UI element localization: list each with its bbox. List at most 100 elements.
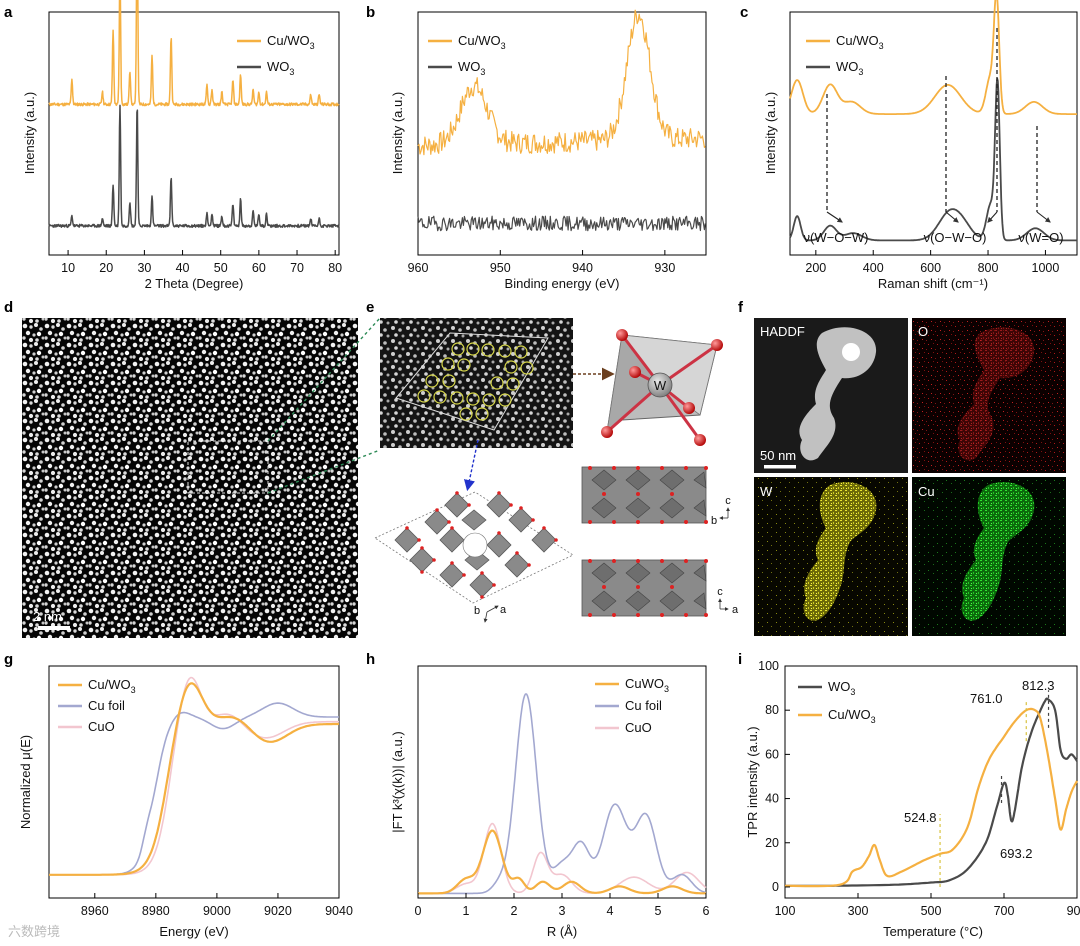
- legend-label-g-cufoil: Cu foil: [88, 698, 125, 713]
- x-tick-label-a-0: 10: [61, 261, 75, 275]
- raman-pointers: [826, 211, 1051, 223]
- cu-map-particle: [961, 481, 1035, 621]
- panel-i-tpr: i 100 300 500 700 900 0 20 40 60 80 100 524.8 693…: [738, 651, 1080, 939]
- legend-label-g-cuo: CuO: [88, 719, 115, 734]
- x-tick-label-c-4: 1000: [1032, 261, 1060, 275]
- x-tick-label-h-6: 6: [703, 904, 710, 918]
- label-w: W: [760, 484, 773, 499]
- x-tick-label-b-3: 930: [654, 261, 675, 275]
- x-tick-label-h-0: 0: [415, 904, 422, 918]
- series-a-WO3: [48, 104, 340, 229]
- panel-letter-i: i: [738, 651, 742, 668]
- legend-label-b-cuwo3: Cu/WO3: [458, 33, 506, 51]
- x-tick-label-b-0: 960: [408, 261, 429, 275]
- y-tick-label-i-2: 40: [765, 792, 779, 806]
- annot-812-3: 812.3: [1022, 678, 1055, 693]
- scale-bar-d: [38, 626, 70, 630]
- x-tick-label-h-5: 5: [655, 904, 662, 918]
- x-tick-label-g-0: 8960: [81, 904, 109, 918]
- stem-lattice-image: [22, 318, 358, 638]
- y-axis-label-h: |FT k³(χ(k))| (a.u.): [390, 731, 405, 832]
- series-h-CuWO3: [417, 829, 707, 895]
- panel-letter-d: d: [4, 299, 13, 316]
- series-c-WO3: [789, 77, 1078, 242]
- panel-letter-h: h: [366, 651, 375, 668]
- legend-label-b-wo3: WO3: [458, 59, 485, 77]
- x-axis-label-g: Energy (eV): [159, 924, 228, 939]
- o-map-particle: [957, 327, 1035, 461]
- series-h-CuO: [418, 822, 707, 895]
- x-tick-label-a-7: 80: [328, 261, 342, 275]
- annot-o-w-o: ν(O−W−O): [924, 230, 987, 245]
- x-axis-label-c: Raman shift (cm⁻¹): [878, 276, 988, 291]
- axis-label-bottom-c: c: [717, 586, 723, 598]
- series-c-Cu-WO3: [789, 0, 1078, 115]
- plot-frame-i: [784, 665, 1078, 899]
- x-tick-label-a-5: 60: [252, 261, 266, 275]
- y-axis-label-g: Normalized μ(E): [18, 735, 33, 829]
- projection-view-top: c b: [581, 466, 731, 527]
- panel-b-xps: b 960 950 940 930 Intensity (a.u.) Binding …: [366, 4, 707, 291]
- panel-letter-g: g: [4, 651, 13, 668]
- y-tick-label-i-4: 80: [765, 703, 779, 717]
- annot-w-o-w: ν(W−O−W): [804, 230, 869, 245]
- x-tick-label-h-3: 3: [559, 904, 566, 918]
- plot-frame-c: [789, 11, 1078, 256]
- x-tick-label-c-2: 600: [920, 261, 941, 275]
- plot-frame-h: [417, 665, 707, 899]
- x-tick-label-a-1: 20: [99, 261, 113, 275]
- x-tick-label-h-1: 1: [463, 904, 470, 918]
- x-tick-label-a-3: 40: [176, 261, 190, 275]
- series-b-Cu-WO3: [417, 9, 706, 156]
- label-o: O: [918, 324, 928, 339]
- y-axis-label-c: Intensity (a.u.): [763, 92, 778, 174]
- series-a-Cu-WO3: [48, 0, 340, 107]
- axis-label-bottom-a: a: [732, 604, 739, 616]
- haddf-particle: [799, 327, 877, 461]
- x-tick-label-b-2: 940: [572, 261, 593, 275]
- panel-f-eds-mapping: f HADDF 50 nm O W Cu: [738, 299, 1066, 636]
- raman-guides: [826, 28, 1038, 212]
- y-tick-label-i-1: 20: [765, 836, 779, 850]
- tpr-peak-guides: [939, 690, 1050, 887]
- x-tick-label-i-0: 100: [775, 904, 796, 918]
- panel-a-xrd: a 10 20 30 40 50 60 70 80 Intensity (a.u.) 2 Th…: [4, 0, 342, 291]
- series-g-Cu-WO3: [49, 682, 339, 876]
- x-tick-label-i-3: 700: [994, 904, 1015, 918]
- annot-761-0: 761.0: [970, 691, 1003, 706]
- x-tick-label-a-2: 30: [137, 261, 151, 275]
- y-axis-label-b: Intensity (a.u.): [390, 92, 405, 174]
- unit-cell-outline: [395, 332, 549, 431]
- x-axis-label-a: 2 Theta (Degree): [145, 276, 244, 291]
- x-tick-label-i-2: 500: [921, 904, 942, 918]
- legend-label-a-cuwo3: Cu/WO3: [267, 33, 315, 51]
- zoom-connector-top: [267, 317, 381, 442]
- polyhedral-network: b a: [374, 491, 574, 623]
- wo6-octahedron: W: [601, 329, 723, 446]
- x-axis-label-h: R (Å): [547, 924, 577, 939]
- series-i-Cu-WO3: [785, 707, 1078, 888]
- projection-view-bottom: c a: [581, 559, 739, 617]
- arrow-to-polyhedra: [463, 439, 479, 492]
- series-i-WO3: [785, 697, 1078, 887]
- zoom-connector-bottom: [267, 449, 381, 494]
- panel-e-structure: e W: [366, 299, 739, 623]
- y-axis-label-i: TPR intensity (a.u.): [745, 726, 760, 837]
- axis-label-poly-a: a: [500, 604, 507, 616]
- x-axis-label-b: Binding energy (eV): [505, 276, 620, 291]
- x-tick-label-g-2: 9000: [203, 904, 231, 918]
- x-tick-label-g-4: 9040: [325, 904, 353, 918]
- legend-label-h-cufoil: Cu foil: [625, 698, 662, 713]
- panel-letter-b: b: [366, 4, 375, 21]
- x-tick-label-h-4: 4: [607, 904, 614, 918]
- scale-label-d: 2 nm: [33, 609, 62, 624]
- panel-d-stem-image: d 2 nm: [4, 299, 381, 638]
- legend-label-i-wo3: WO3: [828, 679, 855, 697]
- panel-letter-f: f: [738, 299, 744, 316]
- label-cu: Cu: [918, 484, 935, 499]
- axis-label-poly-b: b: [474, 605, 480, 617]
- x-tick-label-c-1: 400: [863, 261, 884, 275]
- legend-label-a-wo3: WO3: [267, 59, 294, 77]
- x-tick-label-h-2: 2: [511, 904, 518, 918]
